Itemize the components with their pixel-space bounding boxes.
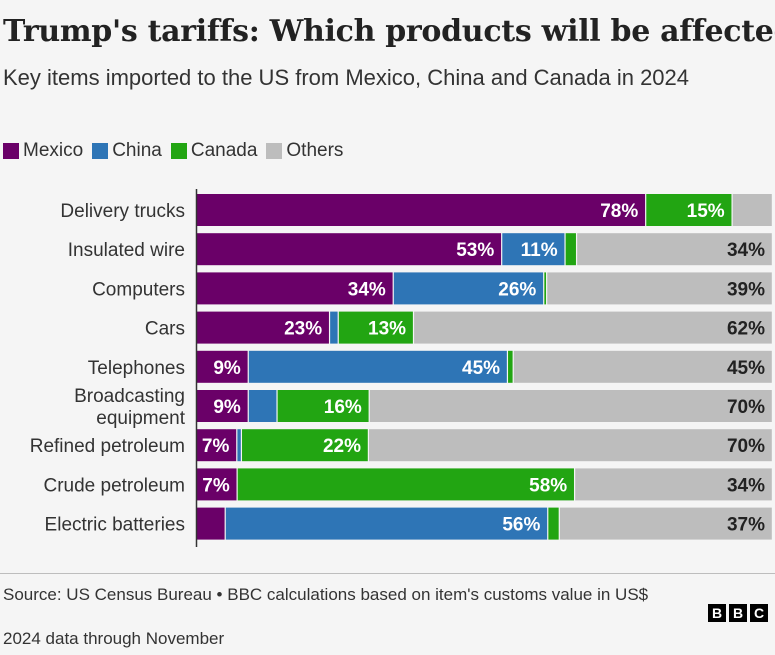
value-label-others-broadcasting-equipment: 70%	[727, 397, 765, 418]
bar-segment-canada-refined-petroleum	[242, 429, 368, 462]
value-label-canada-broadcasting-equipment: 16%	[324, 397, 362, 418]
value-label-mexico-refined-petroleum: 7%	[202, 436, 230, 457]
bbc-logo-letter: B	[729, 604, 747, 622]
chart-title: Trump's tariffs: Which products will be …	[3, 14, 775, 49]
bar-segment-china-insulated-wire	[502, 233, 565, 266]
legend-swatch-canada	[170, 143, 187, 159]
bar-segment-canada-crude-petroleum	[237, 468, 574, 501]
bar-segment-mexico-electric-batteries	[197, 507, 225, 540]
bar-segment-mexico-cars	[197, 311, 329, 344]
bar-segment-canada-broadcasting-equipment	[277, 390, 369, 422]
chart-subtitle: Key items imported to the US from Mexico…	[3, 65, 690, 90]
bar-segment-canada-cars	[338, 311, 413, 344]
bar-segment-others-broadcasting-equipment	[369, 390, 772, 422]
bar-segment-others-delivery-trucks	[732, 194, 772, 226]
bar-segment-china-electric-batteries	[225, 507, 548, 540]
value-label-mexico-broadcasting-equipment: 9%	[213, 397, 241, 418]
value-label-mexico-insulated-wire: 53%	[456, 240, 494, 261]
value-label-canada-crude-petroleum: 58%	[529, 475, 567, 496]
value-label-mexico-delivery-trucks: 78%	[600, 201, 638, 222]
bar-segment-others-computers	[547, 272, 772, 305]
bar-segment-mexico-telephones	[197, 350, 248, 383]
bar-segment-canada-electric-batteries	[548, 507, 559, 540]
bar-segment-others-refined-petroleum	[368, 429, 772, 462]
value-label-china-telephones: 45%	[462, 358, 500, 379]
legend-swatch-mexico	[3, 143, 19, 159]
source-note: Source: US Census Bureau • BBC calculati…	[3, 585, 649, 604]
bar-segment-china-broadcasting-equipment	[248, 390, 277, 422]
bar-segment-others-telephones	[513, 350, 772, 383]
bar-segment-others-crude-petroleum	[575, 468, 772, 501]
legend-label-china: China	[112, 140, 162, 161]
stacked-bar-chart: Delivery trucks 78% 15% Insulated wire 53% 11…	[30, 189, 772, 547]
bar-segment-canada-computers	[544, 272, 547, 305]
category-label-delivery-trucks: Delivery trucks	[60, 201, 185, 222]
bar-segment-china-computers	[393, 272, 544, 305]
value-label-mexico-cars: 23%	[284, 319, 322, 340]
value-label-others-electric-batteries: 37%	[727, 515, 765, 536]
bbc-logo: B B C	[708, 604, 771, 622]
legend-item-others: Others	[266, 140, 343, 162]
legend: Mexico China Canada Others	[3, 140, 352, 162]
bbc-logo-letter: C	[750, 604, 768, 622]
category-label-computers: Computers	[92, 279, 185, 300]
legend-label-mexico: Mexico	[23, 140, 84, 161]
bbc-logo-letter: B	[708, 604, 726, 622]
data-note: 2024 data through November	[3, 629, 225, 648]
bar-segment-mexico-delivery-trucks	[197, 194, 646, 226]
value-label-canada-refined-petroleum: 22%	[323, 436, 361, 457]
legend-item-mexico: Mexico	[3, 140, 83, 162]
bar-segment-mexico-crude-petroleum	[197, 468, 237, 501]
value-label-mexico-telephones: 9%	[213, 358, 241, 379]
legend-item-china: China	[92, 140, 162, 162]
legend-swatch-china	[92, 143, 109, 159]
value-label-others-insulated-wire: 34%	[727, 240, 765, 261]
category-label-insulated-wire: Insulated wire	[68, 240, 185, 261]
bar-segment-others-electric-batteries	[559, 507, 772, 540]
category-label-broadcasting-equipment: Broadcasting equipment	[74, 386, 186, 429]
value-label-others-telephones: 45%	[727, 358, 765, 379]
legend-swatch-others	[266, 143, 283, 159]
bar-segment-china-refined-petroleum	[237, 429, 241, 462]
bar-segment-canada-telephones	[508, 350, 513, 383]
value-label-others-crude-petroleum: 34%	[727, 475, 765, 496]
bar-segment-china-telephones	[248, 350, 507, 383]
category-label-cars: Cars	[145, 319, 185, 340]
value-label-others-cars: 62%	[727, 319, 765, 340]
value-label-canada-delivery-trucks: 15%	[687, 201, 725, 222]
bar-segment-canada-insulated-wire	[565, 233, 576, 266]
legend-item-canada: Canada	[170, 140, 258, 162]
value-label-canada-cars: 13%	[368, 319, 406, 340]
value-label-china-electric-batteries: 56%	[502, 515, 540, 536]
bar-segment-mexico-broadcasting-equipment	[197, 390, 248, 422]
bar-segment-others-insulated-wire	[577, 233, 772, 266]
value-label-others-refined-petroleum: 70%	[727, 436, 765, 457]
bar-segment-mexico-insulated-wire	[197, 233, 502, 266]
value-label-china-insulated-wire: 11%	[521, 240, 558, 261]
category-label-refined-petroleum: Refined petroleum	[30, 436, 185, 457]
footer-divider	[0, 573, 775, 574]
category-label-telephones: Telephones	[88, 358, 185, 379]
value-label-others-computers: 39%	[727, 279, 765, 300]
value-label-mexico-crude-petroleum: 7%	[202, 475, 230, 496]
category-label-electric-batteries: Electric batteries	[45, 515, 185, 536]
legend-label-canada: Canada	[190, 140, 258, 161]
value-label-china-computers: 26%	[498, 279, 536, 300]
bar-segment-others-cars	[414, 311, 772, 344]
bar-segment-canada-delivery-trucks	[646, 194, 732, 226]
bar-segment-china-cars	[330, 311, 338, 344]
bar-segment-mexico-computers	[197, 272, 393, 305]
value-label-mexico-computers: 34%	[348, 279, 386, 300]
legend-label-others: Others	[286, 140, 344, 161]
bar-segment-mexico-refined-petroleum	[197, 429, 237, 462]
category-label-crude-petroleum: Crude petroleum	[43, 475, 185, 496]
